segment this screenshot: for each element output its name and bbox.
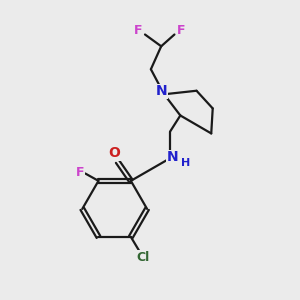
- Text: F: F: [134, 25, 143, 38]
- Text: F: F: [76, 166, 84, 178]
- Text: F: F: [177, 25, 185, 38]
- Text: H: H: [181, 158, 190, 168]
- Text: O: O: [109, 146, 121, 161]
- Text: Cl: Cl: [136, 251, 150, 264]
- Text: N: N: [167, 150, 179, 164]
- Text: N: N: [156, 84, 168, 98]
